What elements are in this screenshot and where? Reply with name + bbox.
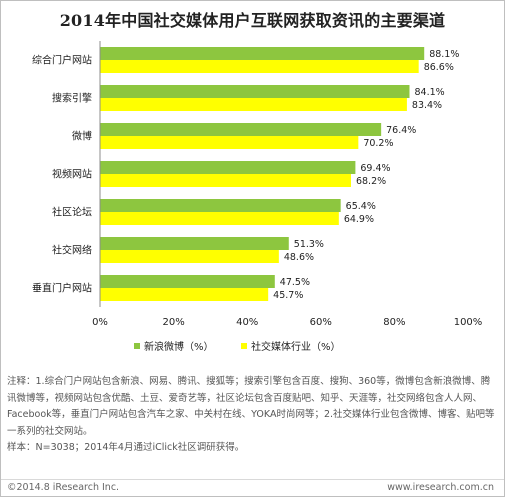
x-tick-label: 40% bbox=[236, 317, 258, 328]
bar-social-media-industry bbox=[100, 98, 407, 111]
data-label: 83.4% bbox=[412, 100, 442, 111]
legend-sina-weibo-swatch bbox=[134, 343, 140, 349]
bar-social-media-industry bbox=[100, 288, 269, 301]
bar-sina-weibo bbox=[100, 237, 289, 250]
x-tick-label: 0% bbox=[92, 317, 108, 328]
category-label: 视频网站 bbox=[52, 168, 92, 181]
bar-sina-weibo bbox=[100, 199, 341, 212]
category-label: 垂直门户网站 bbox=[32, 282, 92, 295]
data-label: 88.1% bbox=[429, 49, 459, 60]
data-label: 76.4% bbox=[386, 125, 416, 136]
category-label: 综合门户网站 bbox=[32, 54, 92, 67]
category-label: 微博 bbox=[72, 130, 92, 143]
chart-title: 2014年中国社交媒体用户互联网获取资讯的主要渠道 bbox=[59, 11, 446, 30]
data-label: 47.5% bbox=[280, 277, 310, 288]
data-label: 45.7% bbox=[273, 290, 303, 301]
bar-social-media-industry bbox=[100, 250, 279, 263]
data-label: 84.1% bbox=[414, 87, 444, 98]
bar-sina-weibo bbox=[100, 47, 425, 60]
data-label: 86.6% bbox=[424, 62, 454, 73]
legend-social-media-industry-label: 社交媒体行业（%） bbox=[251, 340, 341, 353]
footer-copyright: ©2014.8 iResearch Inc. bbox=[7, 482, 120, 493]
category-label: 搜索引擎 bbox=[52, 92, 92, 105]
bar-sina-weibo bbox=[100, 85, 410, 98]
x-tick-label: 20% bbox=[162, 317, 184, 328]
footer-website: www.iresearch.com.cn bbox=[387, 482, 494, 493]
x-tick-label: 100% bbox=[454, 317, 483, 328]
data-label: 69.4% bbox=[360, 163, 390, 174]
category-label: 社区论坛 bbox=[52, 206, 92, 219]
bar-social-media-industry bbox=[100, 136, 359, 149]
data-label: 70.2% bbox=[363, 138, 393, 149]
bar-social-media-industry bbox=[100, 212, 339, 225]
x-tick-label: 60% bbox=[310, 317, 332, 328]
notes-definitions: 注释：1.综合门户网站包含新浪、网易、腾讯、搜狐等；搜索引擎包含百度、搜狗、36… bbox=[7, 376, 495, 437]
footer-divider bbox=[1, 479, 504, 480]
chart-notes: 注释：1.综合门户网站包含新浪、网易、腾讯、搜狐等；搜索引擎包含百度、搜狗、36… bbox=[7, 374, 499, 457]
bar-social-media-industry bbox=[100, 174, 351, 187]
bar-chart: 综合门户网站 88.1% 86.6% 搜索引擎 84.1% 83.4% 微博 76.4% 70.… bbox=[32, 41, 483, 353]
data-label: 65.4% bbox=[346, 201, 376, 212]
bar-social-media-industry bbox=[100, 60, 419, 73]
notes-sample: 样本：N=3038；2014年4月通过iClick社区调研获得。 bbox=[7, 442, 245, 453]
bar-sina-weibo bbox=[100, 275, 275, 288]
data-label: 64.9% bbox=[344, 214, 374, 225]
legend-sina-weibo-label: 新浪微博（%） bbox=[144, 340, 214, 353]
category-label: 社交网络 bbox=[52, 244, 92, 257]
data-label: 48.6% bbox=[284, 252, 314, 263]
legend-social-media-industry-swatch bbox=[241, 343, 247, 349]
bar-sina-weibo bbox=[100, 161, 356, 174]
bar-sina-weibo bbox=[100, 123, 382, 136]
data-label: 51.3% bbox=[294, 239, 324, 250]
x-tick-label: 80% bbox=[383, 317, 405, 328]
data-label: 68.2% bbox=[356, 176, 386, 187]
